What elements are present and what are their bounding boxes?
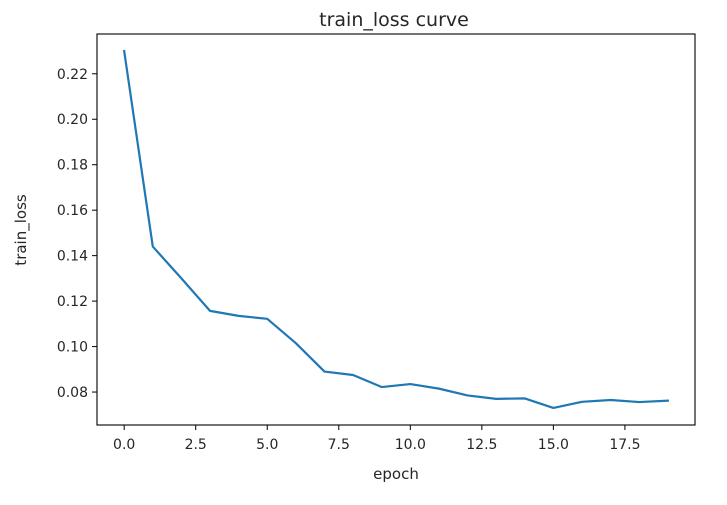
y-tick-label: 0.22 <box>57 67 88 83</box>
y-axis-label: train_loss <box>12 194 31 266</box>
y-tick-label: 0.08 <box>57 385 88 401</box>
y-tick-label: 0.12 <box>57 294 88 310</box>
x-tick-label: 17.5 <box>609 437 640 453</box>
chart-title: train_loss curve <box>319 9 469 31</box>
x-tick-label: 10.0 <box>395 437 426 453</box>
x-tick-label: 2.5 <box>185 437 207 453</box>
plot-area <box>122 49 669 410</box>
y-tick-label: 0.18 <box>57 158 88 174</box>
x-tick-label: 12.5 <box>466 437 497 453</box>
x-axis: 0.0 2.5 5.0 7.5 10.0 12.5 15.0 17.5 <box>113 425 640 453</box>
x-tick-label: 5.0 <box>256 437 278 453</box>
series-line-0 <box>122 49 669 410</box>
y-tick-label: 0.14 <box>57 249 88 265</box>
x-tick-label: 7.5 <box>328 437 350 453</box>
axes-frame <box>96 33 696 426</box>
x-tick-label: 15.0 <box>538 437 569 453</box>
y-tick-label: 0.10 <box>57 340 88 356</box>
y-tick-label: 0.20 <box>57 112 88 128</box>
y-axis: 0.08 0.10 0.12 0.14 0.16 0.18 0.20 0.22 <box>57 67 97 401</box>
y-tick-label: 0.16 <box>57 203 88 219</box>
x-axis-label: epoch <box>373 465 419 483</box>
x-tick-label: 0.0 <box>113 437 135 453</box>
